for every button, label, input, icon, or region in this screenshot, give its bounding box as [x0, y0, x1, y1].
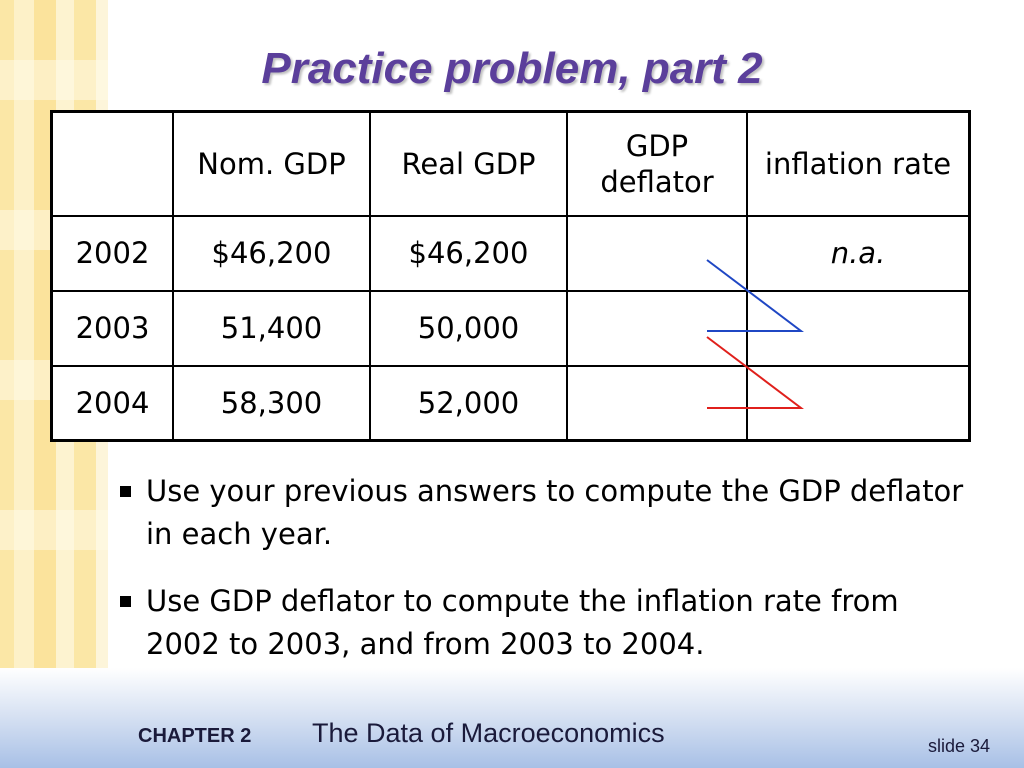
year-cell: 2002 — [50, 214, 174, 292]
slide-title: Practice problem, part 2 — [261, 44, 763, 93]
bullet-text: Use your previous answers to compute the… — [146, 474, 964, 551]
book-title: The Data of Macroeconomics — [312, 718, 665, 748]
bullet-text: Use GDP deflator to compute the inflatio… — [146, 584, 899, 661]
year-cell: 2004 — [50, 364, 174, 442]
inflation-rate-cell — [746, 364, 971, 442]
gdp-table: Nom. GDP Real GDP GDP deflator inflation… — [50, 110, 971, 442]
header-cell-year — [50, 110, 174, 217]
table-row: 2004 58,300 52,000 — [50, 364, 971, 442]
real-gdp-cell: 52,000 — [369, 364, 568, 442]
header-cell-real-gdp: Real GDP — [369, 110, 568, 217]
bullet-item: Use your previous answers to compute the… — [118, 470, 978, 556]
header-cell-nominal-gdp: Nom. GDP — [172, 110, 371, 217]
gdp-deflator-cell — [566, 364, 748, 442]
gdp-deflator-cell — [566, 214, 748, 292]
chapter-label: CHAPTER 2 — [138, 725, 252, 747]
inflation-rate-cell: n.a. — [746, 214, 971, 292]
bullet-list: Use your previous answers to compute the… — [118, 470, 978, 690]
nominal-gdp-cell: 51,400 — [172, 289, 371, 367]
bullet-item: Use GDP deflator to compute the inflatio… — [118, 580, 978, 666]
header-cell-inflation-rate: inflation rate — [746, 110, 971, 217]
bullet-square-icon — [120, 596, 131, 607]
bullet-square-icon — [120, 486, 131, 497]
real-gdp-cell: 50,000 — [369, 289, 568, 367]
header-cell-gdp-deflator: GDP deflator — [566, 110, 748, 217]
table-header-row: Nom. GDP Real GDP GDP deflator inflation… — [50, 110, 971, 217]
real-gdp-cell: $46,200 — [369, 214, 568, 292]
gdp-deflator-cell — [566, 289, 748, 367]
year-cell: 2003 — [50, 289, 174, 367]
footer-band — [0, 668, 1024, 768]
table-row: 2002 $46,200 $46,200 n.a. — [50, 214, 971, 292]
inflation-rate-cell — [746, 289, 971, 367]
slide-number: slide 34 — [928, 736, 991, 756]
nominal-gdp-cell: 58,300 — [172, 364, 371, 442]
nominal-gdp-cell: $46,200 — [172, 214, 371, 292]
table-row: 2003 51,400 50,000 — [50, 289, 971, 367]
